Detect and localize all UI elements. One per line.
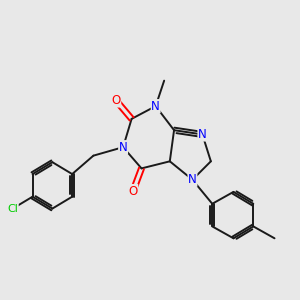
Text: N: N [151,100,160,112]
Text: N: N [188,173,197,186]
Text: O: O [128,184,138,197]
Text: N: N [119,141,128,154]
Text: Cl: Cl [7,204,18,214]
Text: O: O [111,94,121,107]
Text: N: N [198,128,207,141]
